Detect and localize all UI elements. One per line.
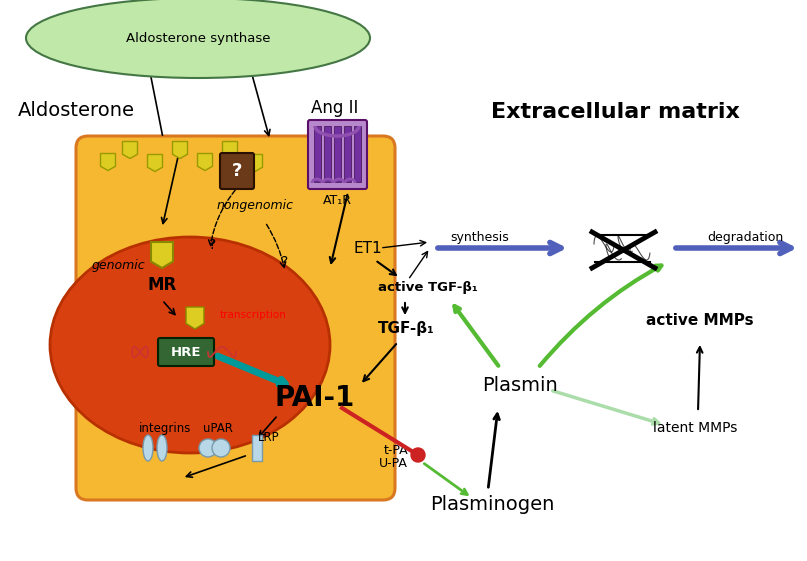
Text: Aldosterone synthase: Aldosterone synthase (126, 31, 270, 44)
Text: HRE: HRE (171, 346, 201, 358)
Ellipse shape (157, 435, 167, 461)
Bar (354, 126, 361, 182)
Polygon shape (223, 141, 237, 159)
Polygon shape (248, 154, 262, 172)
Text: U-PA: U-PA (379, 457, 408, 470)
Bar (324, 126, 331, 182)
Polygon shape (186, 307, 204, 329)
Text: PAI-1: PAI-1 (275, 384, 355, 412)
Text: nongenomic: nongenomic (216, 199, 294, 211)
Text: Ang II: Ang II (312, 99, 358, 117)
Text: ?: ? (232, 162, 242, 180)
Text: synthesis: synthesis (450, 231, 509, 243)
Circle shape (411, 448, 425, 462)
Text: LRP: LRP (258, 430, 279, 444)
Circle shape (199, 439, 217, 457)
Polygon shape (151, 242, 173, 268)
Text: uPAR: uPAR (203, 421, 233, 435)
Polygon shape (101, 154, 115, 171)
Polygon shape (123, 141, 137, 159)
Circle shape (212, 439, 230, 457)
Text: latent MMPs: latent MMPs (653, 421, 737, 435)
Text: ?: ? (282, 255, 289, 269)
Text: AT₁R: AT₁R (323, 194, 352, 206)
Polygon shape (198, 154, 212, 171)
Text: active MMPs: active MMPs (646, 312, 754, 328)
Text: Plasminogen: Plasminogen (430, 495, 554, 514)
Bar (252, 435, 262, 461)
FancyBboxPatch shape (220, 153, 254, 189)
Text: MR: MR (148, 276, 177, 294)
Text: integrins: integrins (139, 421, 191, 435)
FancyBboxPatch shape (308, 120, 367, 189)
Text: active TGF-β₁: active TGF-β₁ (378, 280, 478, 293)
Polygon shape (148, 154, 162, 172)
Text: Aldosterone: Aldosterone (18, 100, 135, 119)
Text: TGF-β₁: TGF-β₁ (378, 320, 435, 335)
Bar (314, 126, 321, 182)
Text: transcription: transcription (220, 310, 286, 320)
Text: degradation: degradation (707, 231, 783, 243)
Bar (344, 126, 351, 182)
Ellipse shape (143, 435, 153, 461)
Ellipse shape (50, 237, 330, 453)
Text: Extracellular matrix: Extracellular matrix (491, 102, 739, 122)
Polygon shape (173, 141, 187, 159)
FancyBboxPatch shape (158, 338, 214, 366)
Text: t-PA: t-PA (383, 444, 408, 457)
Text: Plasmin: Plasmin (482, 375, 558, 394)
Ellipse shape (26, 0, 370, 78)
Text: ET1: ET1 (353, 241, 383, 255)
Text: ?: ? (209, 238, 216, 252)
FancyBboxPatch shape (76, 136, 395, 500)
Bar (334, 126, 341, 182)
Text: genomic: genomic (91, 259, 144, 272)
